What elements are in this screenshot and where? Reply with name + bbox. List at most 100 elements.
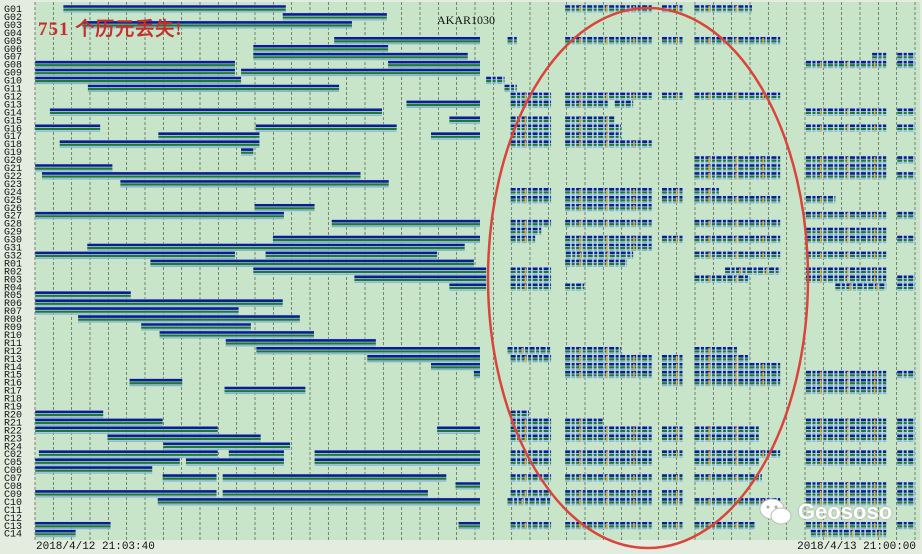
- cycle-slip-mark: [735, 363, 737, 370]
- cycle-slip-mark: [735, 371, 737, 378]
- cycle-slip-mark: [739, 268, 741, 275]
- cycle-slip-mark: [873, 109, 876, 116]
- station-title: AKAR1030: [437, 13, 496, 27]
- cycle-slip-mark: [579, 371, 581, 378]
- cycle-slip-mark: [579, 204, 581, 211]
- cycle-slip-mark: [606, 435, 608, 442]
- cycle-slip-mark: [735, 276, 737, 283]
- satellite-label: C08: [4, 482, 22, 493]
- cycle-slip-mark: [708, 459, 710, 466]
- arc-halo: [565, 497, 653, 506]
- cycle-slip-mark: [675, 188, 678, 195]
- cycle-slip-mark: [633, 244, 635, 251]
- cycle-slip-mark: [708, 157, 710, 164]
- cycle-slip-mark: [524, 475, 527, 482]
- arc-halo: [661, 489, 684, 498]
- satellite-label: G06: [4, 45, 22, 56]
- arc-halo: [565, 243, 653, 251]
- cycle-slip-mark: [873, 498, 876, 505]
- cycle-slip-mark: [606, 427, 608, 434]
- cycle-slip-mark: [735, 157, 737, 164]
- cycle-slip-mark: [873, 61, 876, 68]
- satellite-label: G05: [4, 37, 22, 48]
- cycle-slip-mark: [606, 459, 608, 466]
- satellite-label: G26: [4, 204, 22, 215]
- cycle-slip-mark: [579, 101, 581, 108]
- satellite-label: R20: [4, 410, 22, 421]
- arc-halo: [694, 433, 759, 442]
- cycle-slip-mark: [846, 165, 849, 171]
- cycle-slip-mark: [524, 93, 527, 100]
- satellite-label: C13: [4, 522, 22, 533]
- arc-halo: [565, 489, 653, 498]
- satellite-label: R19: [4, 403, 22, 414]
- cycle-slip-mark: [633, 37, 635, 44]
- satellite-label: R17: [4, 387, 22, 398]
- cycle-slip-mark: [846, 379, 849, 386]
- arc-halo: [661, 473, 684, 482]
- arc-halo: [334, 36, 481, 45]
- cycle-slip-mark: [762, 196, 764, 203]
- cycle-slip-mark: [675, 475, 678, 482]
- satellite-label: C05: [4, 458, 22, 469]
- cycle-slip-mark: [606, 490, 608, 497]
- cycle-slip-mark: [633, 141, 635, 148]
- cycle-slip-mark: [633, 490, 635, 497]
- satellite-label: R22: [4, 426, 22, 437]
- satellite-label: G17: [4, 132, 22, 143]
- cycle-slip-mark: [851, 530, 854, 537]
- watermark-text: Geososo: [798, 499, 893, 524]
- arc-halo: [565, 473, 653, 482]
- satellite-label: R05: [4, 291, 22, 302]
- cycle-slip-mark: [524, 435, 527, 442]
- cycle-slip-mark: [846, 419, 849, 426]
- cycle-slip-mark: [579, 522, 581, 529]
- cycle-slip-mark: [579, 244, 581, 251]
- satellite-label: C11: [4, 506, 22, 517]
- cycle-slip-mark: [579, 435, 581, 442]
- cycle-slip-mark: [762, 236, 764, 243]
- arc-halo: [565, 346, 621, 355]
- cycle-slip-mark: [708, 371, 710, 378]
- cycle-slip-mark: [873, 268, 876, 275]
- cycle-slip-mark: [819, 212, 822, 219]
- satellite-label: R13: [4, 355, 22, 366]
- arc-halo: [565, 131, 621, 140]
- cycle-slip-mark: [708, 252, 710, 259]
- satellite-label: C02: [4, 450, 22, 461]
- satellite-label: C10: [4, 498, 22, 509]
- cycle-slip-mark: [762, 451, 764, 458]
- cycle-slip-mark: [735, 220, 737, 227]
- cycle-slip-mark: [524, 419, 527, 426]
- arc-halo: [661, 521, 684, 530]
- cycle-slip-mark: [606, 347, 608, 354]
- arc-halo: [661, 497, 684, 506]
- cycle-slip-mark: [846, 125, 849, 132]
- cycle-slip-mark: [708, 427, 710, 434]
- cycle-slip-mark: [708, 276, 710, 283]
- cycle-slip-mark: [878, 530, 881, 537]
- cycle-slip-mark: [633, 371, 635, 378]
- arc-halo: [694, 457, 759, 466]
- satellite-label: G29: [4, 228, 22, 239]
- cycle-slip-mark: [735, 355, 737, 362]
- satellite-label: R21: [4, 418, 22, 429]
- arc-halo: [510, 123, 552, 132]
- cycle-slip-mark: [824, 530, 827, 537]
- satellite-label: G14: [4, 108, 22, 119]
- cycle-slip-mark: [873, 427, 876, 434]
- satellite-label: G18: [4, 140, 22, 151]
- cycle-slip-mark: [606, 196, 608, 203]
- satellite-label: G15: [4, 116, 22, 127]
- arc-halo: [805, 123, 887, 132]
- arc-halo: [694, 250, 781, 259]
- satellite-label: G12: [4, 92, 22, 103]
- cycle-slip-mark: [762, 93, 764, 100]
- cycle-slip-mark: [735, 522, 737, 529]
- arc-halo: [661, 4, 684, 13]
- cycle-slip-mark: [708, 37, 710, 44]
- arc-halo: [565, 187, 653, 196]
- cycle-slip-mark: [675, 37, 678, 44]
- satellite-label: G08: [4, 61, 22, 72]
- cycle-slip-mark: [524, 268, 527, 275]
